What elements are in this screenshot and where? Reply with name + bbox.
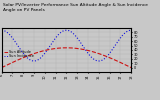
Text: Solar PV/Inverter Performance Sun Altitude Angle & Sun Incidence Angle on PV Pan: Solar PV/Inverter Performance Sun Altitu… — [3, 3, 148, 12]
Legend: Sun Altitude, Sun Incidence: Sun Altitude, Sun Incidence — [3, 50, 34, 58]
